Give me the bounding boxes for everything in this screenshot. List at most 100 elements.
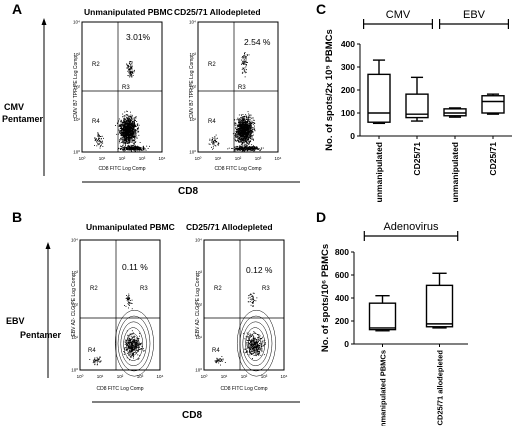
panel-a-plot-1-q-r5: R5 bbox=[122, 131, 130, 137]
event-dot bbox=[122, 137, 124, 138]
event-dot bbox=[245, 114, 247, 116]
x-tick-label: 10¹ bbox=[97, 374, 104, 379]
event-dot bbox=[137, 341, 139, 343]
event-dot bbox=[128, 116, 129, 118]
event-dot bbox=[131, 139, 132, 141]
event-dot bbox=[245, 133, 247, 134]
panel-b-plot-1-title: Unmanipulated PBMC bbox=[86, 222, 175, 232]
event-dot bbox=[211, 146, 212, 148]
event-dot bbox=[129, 115, 131, 117]
event-dot bbox=[97, 132, 99, 134]
event-dot bbox=[258, 349, 260, 350]
event-dot bbox=[256, 148, 257, 150]
event-dot bbox=[134, 339, 136, 341]
event-dot bbox=[254, 129, 255, 131]
event-dot bbox=[128, 295, 130, 297]
event-dot bbox=[133, 335, 135, 337]
event-dot bbox=[96, 141, 97, 143]
event-dot bbox=[239, 125, 241, 126]
event-dot bbox=[121, 140, 123, 142]
event-dot bbox=[238, 122, 240, 123]
event-dot bbox=[250, 120, 252, 122]
event-dot bbox=[254, 147, 256, 149]
event-dot bbox=[128, 130, 130, 132]
event-dot bbox=[125, 126, 127, 128]
event-dot bbox=[130, 137, 131, 139]
event-dot bbox=[212, 148, 213, 150]
event-dot bbox=[121, 131, 123, 133]
panel-b-row-label-2: Pentamer bbox=[20, 330, 62, 340]
event-dot bbox=[247, 119, 248, 121]
event-dot bbox=[243, 56, 245, 58]
event-dot bbox=[247, 132, 249, 134]
event-dot bbox=[246, 123, 248, 125]
event-dot bbox=[121, 121, 123, 123]
event-dot bbox=[134, 344, 136, 346]
event-dot bbox=[133, 150, 135, 151]
event-dot bbox=[255, 146, 257, 148]
event-dot bbox=[243, 118, 245, 119]
event-dot bbox=[132, 123, 134, 125]
event-dot bbox=[249, 301, 251, 303]
event-dot bbox=[120, 128, 122, 130]
event-dot bbox=[247, 143, 249, 145]
event-dot bbox=[245, 141, 247, 143]
event-dot bbox=[120, 123, 122, 125]
event-dot bbox=[130, 127, 132, 129]
event-dot bbox=[249, 294, 251, 296]
category-label: unmanipulated bbox=[450, 142, 460, 202]
event-dot bbox=[240, 122, 242, 124]
event-dot bbox=[133, 337, 135, 339]
x-tick-label: 10⁰ bbox=[195, 156, 202, 161]
event-dot bbox=[247, 347, 249, 348]
event-dot bbox=[135, 116, 137, 117]
event-dot bbox=[239, 149, 241, 151]
y-tick-label: 10¹ bbox=[71, 335, 78, 340]
event-dot bbox=[130, 144, 132, 146]
event-dot bbox=[130, 137, 132, 138]
event-dot bbox=[138, 349, 140, 351]
event-dot bbox=[215, 141, 217, 142]
event-dot bbox=[125, 136, 127, 137]
event-dot bbox=[126, 129, 128, 130]
event-dot bbox=[129, 73, 131, 75]
event-dot bbox=[242, 114, 244, 115]
y-tick-label: 10⁴ bbox=[189, 20, 196, 25]
event-dot bbox=[236, 136, 238, 138]
event-dot bbox=[125, 349, 127, 351]
event-dot bbox=[249, 133, 251, 135]
event-dot bbox=[247, 134, 248, 135]
event-dot bbox=[132, 123, 134, 124]
event-dot bbox=[220, 358, 222, 360]
event-dot bbox=[238, 133, 240, 134]
event-dot bbox=[247, 126, 249, 128]
event-dot bbox=[239, 126, 240, 128]
event-dot bbox=[238, 128, 240, 130]
event-dot bbox=[224, 362, 226, 363]
event-dot bbox=[129, 338, 131, 340]
event-dot bbox=[128, 132, 130, 134]
event-dot bbox=[242, 139, 243, 140]
event-dot bbox=[133, 144, 135, 146]
event-dot bbox=[257, 334, 259, 336]
event-dot bbox=[139, 335, 140, 337]
event-dot bbox=[247, 122, 248, 124]
event-dot bbox=[241, 116, 243, 118]
event-dot bbox=[119, 139, 121, 141]
event-dot bbox=[247, 62, 248, 63]
event-dot bbox=[134, 138, 136, 140]
event-dot bbox=[242, 142, 244, 144]
event-dot bbox=[249, 146, 251, 147]
event-dot bbox=[128, 123, 130, 125]
event-dot bbox=[127, 123, 129, 125]
event-dot bbox=[242, 136, 244, 138]
event-dot bbox=[257, 343, 259, 345]
event-dot bbox=[127, 134, 129, 136]
event-dot bbox=[252, 138, 254, 140]
panel-b-plot-2-q-r2: R2 bbox=[214, 286, 222, 292]
event-dot bbox=[130, 123, 132, 125]
event-dot bbox=[131, 122, 132, 124]
event-dot bbox=[129, 123, 130, 125]
event-dot bbox=[254, 125, 255, 127]
event-dot bbox=[235, 134, 237, 135]
